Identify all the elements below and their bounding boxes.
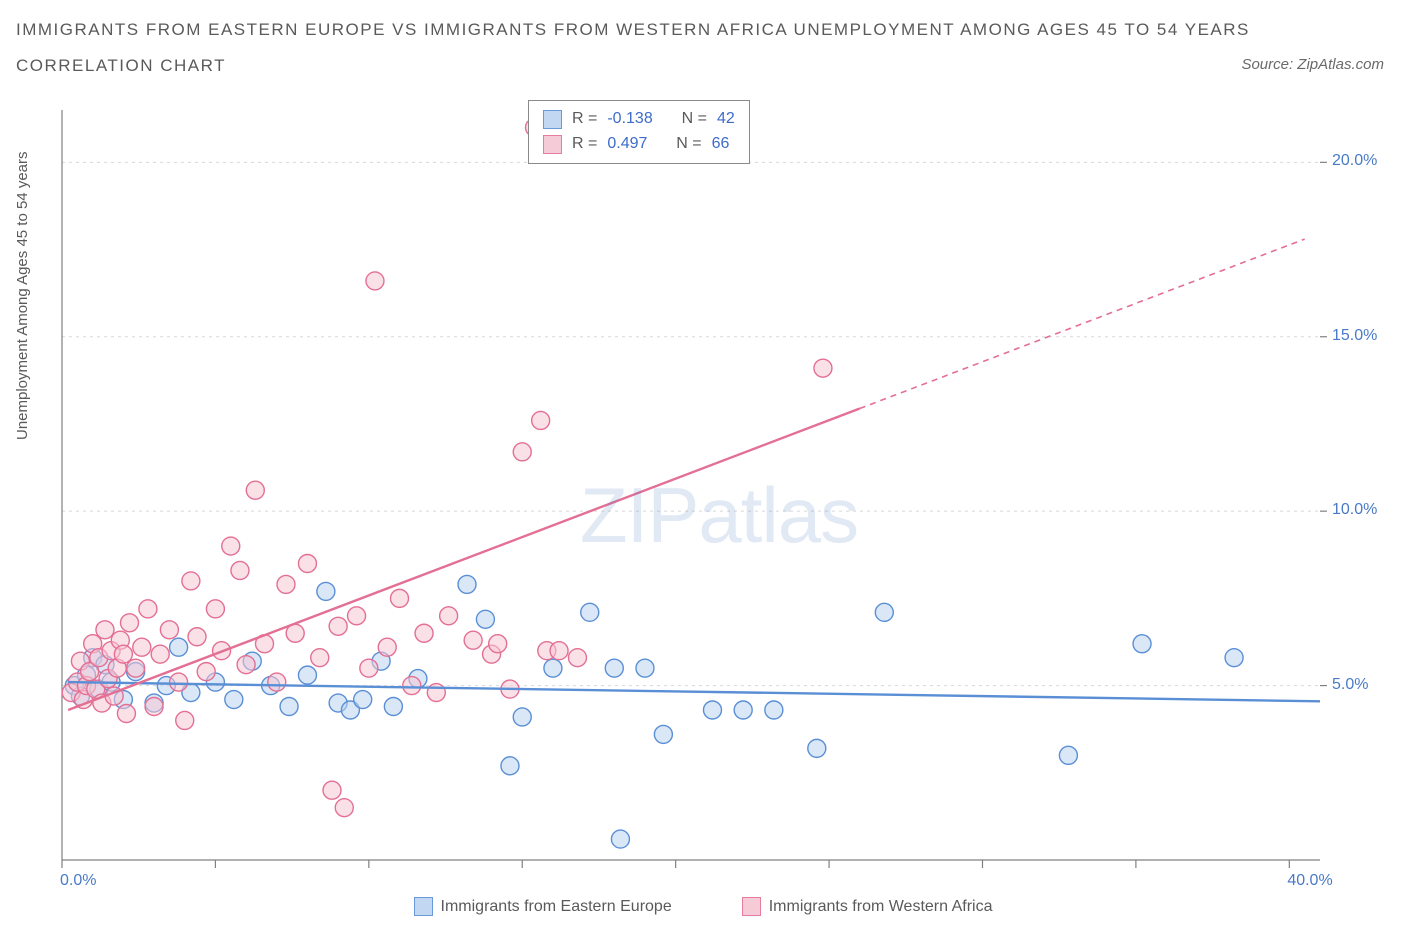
chart-plot-area <box>58 98 1382 880</box>
swatch-icon <box>543 135 562 154</box>
swatch-icon <box>414 897 433 916</box>
legend-label: Immigrants from Western Africa <box>769 898 993 916</box>
swatch-icon <box>543 110 562 129</box>
y-tick-label: 5.0% <box>1332 676 1368 694</box>
bottom-legend: Immigrants from Eastern Europe Immigrant… <box>0 897 1406 916</box>
x-tick-label: 0.0% <box>60 872 96 890</box>
y-tick-label: 10.0% <box>1332 501 1377 519</box>
correlation-stats-box: R = -0.138 N = 42 R = 0.497 N = 66 <box>528 100 750 164</box>
source-attribution: Source: ZipAtlas.com <box>1241 56 1384 73</box>
stats-row-series-b: R = 0.497 N = 66 <box>543 132 735 157</box>
stats-row-series-a: R = -0.138 N = 42 <box>543 107 735 132</box>
y-tick-label: 20.0% <box>1332 152 1377 170</box>
chart-subtitle: CORRELATION CHART <box>16 56 226 76</box>
chart-title: IMMIGRANTS FROM EASTERN EUROPE VS IMMIGR… <box>16 20 1250 40</box>
legend-item-series-b: Immigrants from Western Africa <box>742 897 993 916</box>
legend-label: Immigrants from Eastern Europe <box>441 898 672 916</box>
x-tick-label: 40.0% <box>1287 872 1332 890</box>
scatter-plot-svg <box>58 98 1382 880</box>
swatch-icon <box>742 897 761 916</box>
y-axis-label: Unemployment Among Ages 45 to 54 years <box>14 151 31 440</box>
y-tick-label: 15.0% <box>1332 327 1377 345</box>
legend-item-series-a: Immigrants from Eastern Europe <box>414 897 672 916</box>
